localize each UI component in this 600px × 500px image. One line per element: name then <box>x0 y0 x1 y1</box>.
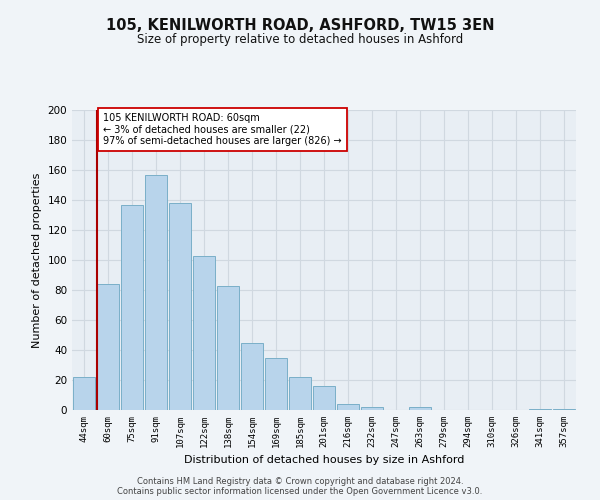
Bar <box>313 386 335 410</box>
X-axis label: Distribution of detached houses by size in Ashford: Distribution of detached houses by size … <box>184 456 464 466</box>
Bar <box>145 174 167 410</box>
Y-axis label: Number of detached properties: Number of detached properties <box>32 172 42 348</box>
Bar <box>265 358 287 410</box>
Bar <box>241 342 263 410</box>
Bar <box>529 408 551 410</box>
Text: 105 KENILWORTH ROAD: 60sqm
← 3% of detached houses are smaller (22)
97% of semi-: 105 KENILWORTH ROAD: 60sqm ← 3% of detac… <box>103 113 342 146</box>
Text: 105, KENILWORTH ROAD, ASHFORD, TW15 3EN: 105, KENILWORTH ROAD, ASHFORD, TW15 3EN <box>106 18 494 32</box>
Bar <box>217 286 239 410</box>
Bar <box>337 404 359 410</box>
Bar <box>121 204 143 410</box>
Bar <box>193 256 215 410</box>
Bar <box>409 407 431 410</box>
Bar <box>553 408 575 410</box>
Bar <box>97 284 119 410</box>
Text: Contains public sector information licensed under the Open Government Licence v3: Contains public sector information licen… <box>118 488 482 496</box>
Bar <box>289 377 311 410</box>
Text: Contains HM Land Registry data © Crown copyright and database right 2024.: Contains HM Land Registry data © Crown c… <box>137 478 463 486</box>
Text: Size of property relative to detached houses in Ashford: Size of property relative to detached ho… <box>137 32 463 46</box>
Bar <box>169 203 191 410</box>
Bar <box>361 407 383 410</box>
Bar <box>73 377 95 410</box>
